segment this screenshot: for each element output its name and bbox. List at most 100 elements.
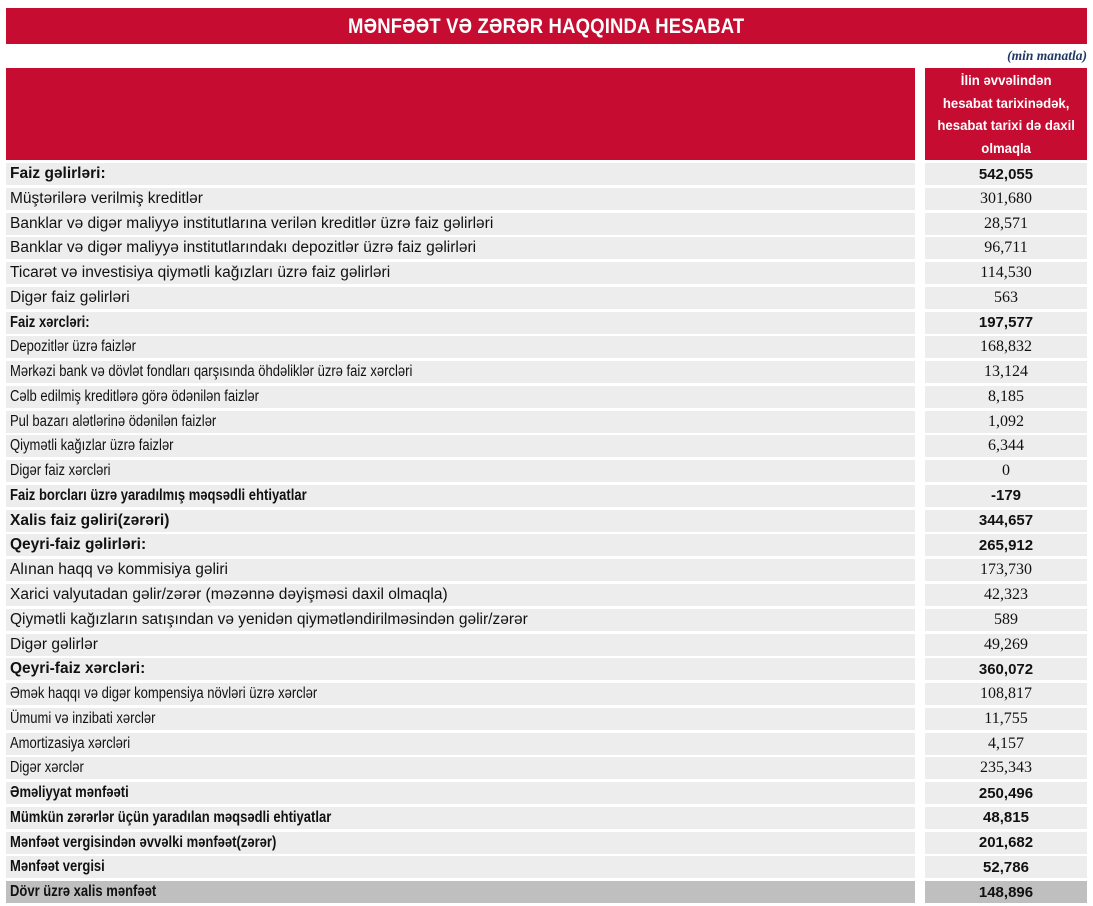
table-row: Müştərilərə verilmiş kreditlər 301,680 [6,187,1087,210]
table-row: Faiz xərcləri: 197,577 [6,311,1087,334]
row-label-text: Faiz xərcləri: [10,313,90,331]
table-row: Qiymətli kağızlar üzrə faizlər 6,344 [6,435,1087,458]
row-label: Dövr üzrə xalis mənfəət [6,881,915,904]
row-value: 42,323 [925,584,1087,607]
row-value: 11,755 [925,707,1087,730]
row-label: Müştərilərə verilmiş kreditlər [6,187,915,210]
table-row: Digər faiz xərcləri 0 [6,460,1087,483]
row-value: 563 [925,286,1087,309]
table-row: Depozitlər üzrə faizlər 168,832 [6,336,1087,359]
row-label: Digər gəlirlər [6,633,915,656]
table-row: Alınan haqq və kommisiya gəliri 173,730 [6,559,1087,582]
page-title: MƏNFƏƏT VƏ ZƏRƏR HAQQINDA HESABAT [348,14,745,38]
table-row: Ümumi və inzibati xərclər 11,755 [6,707,1087,730]
row-value: 173,730 [925,559,1087,582]
row-label-text: Əmək haqqı və digər kompensiya növləri ü… [10,685,318,703]
row-value: 4,157 [925,732,1087,755]
row-label-text: Depozitlər üzrə faizlər [10,338,136,356]
row-value: -179 [925,484,1087,507]
row-value: 168,832 [925,336,1087,359]
table-row: Faiz gəlirləri: 542,055 [6,163,1087,185]
unit-note: (min manatla) [1007,48,1087,63]
table-row: Dövr üzrə xalis mənfəət 148,896 [6,881,1087,904]
row-label-text: Mənfəət vergisindən əvvəlki mənfəət(zərə… [10,833,277,851]
table-row: Əməliyyat mənfəəti 250,496 [6,782,1087,805]
row-label: Digər faiz gəlirləri [6,286,915,309]
table-row: Mərkəzi bank və dövlət fondları qarşısın… [6,361,1087,384]
row-value: 148,896 [925,881,1087,904]
row-label-text: Dövr üzrə xalis mənfəət [10,883,157,901]
row-label: Xarici valyutadan gəlir/zərər (məzənnə d… [6,584,915,607]
row-label-text: Xalis faiz gəliri(zərəri) [10,511,170,529]
row-value: 1,092 [925,410,1087,433]
row-label-text: Mərkəzi bank və dövlət fondları qarşısın… [10,363,413,381]
table-row: Qeyri-faiz gəlirləri: 265,912 [6,534,1087,557]
header-spacer-cell [6,68,915,160]
table-row: Mənfəət vergisi 52,786 [6,856,1087,879]
row-value: 28,571 [925,212,1087,235]
row-value: 52,786 [925,856,1087,879]
row-value: 13,124 [925,361,1087,384]
row-label: Faiz gəlirləri: [6,163,915,185]
table-row: Cəlb edilmiş kreditlərə görə ödənilən fa… [6,385,1087,408]
row-label: Banklar və digər maliyyə institutlarında… [6,237,915,260]
row-label-text: Faiz gəlirləri: [10,165,106,182]
row-label: Ticarət və investisiya qiymətli kağızlar… [6,262,915,285]
row-label-text: Pul bazarı alətlərinə ödənilən faizlər [10,412,217,430]
title-bar: MƏNFƏƏT VƏ ZƏRƏR HAQQINDA HESABAT [6,8,1087,44]
row-label-text: Qeyri-faiz xərcləri: [10,660,146,678]
row-label-text: Qeyri-faiz gəlirləri: [10,536,147,554]
row-label-text: Ticarət və investisiya qiymətli kağızlar… [10,264,391,282]
table-row: Digər xərclər 235,343 [6,757,1087,780]
row-label-text: Qiymətli kağızlar üzrə faizlər [10,437,174,455]
table-row: Banklar və digər maliyyə institutlarına … [6,212,1087,235]
row-value: 360,072 [925,658,1087,681]
row-label-text: Cəlb edilmiş kreditlərə görə ödənilən fa… [10,387,259,405]
table-row: Digər gəlirlər 49,269 [6,633,1087,656]
row-label-text: Ümumi və inzibati xərclər [10,709,156,727]
row-label: Digər faiz xərcləri [6,460,915,483]
row-label: Mənfəət vergisi [6,856,915,879]
row-label-text: Banklar və digər maliyyə institutlarında… [10,239,477,257]
row-label-text: Faiz borcları üzrə yaradılmış məqsədli e… [10,486,307,504]
row-label: Cəlb edilmiş kreditlərə görə ödənilən fa… [6,385,915,408]
table-row: Xarici valyutadan gəlir/zərər (məzənnə d… [6,584,1087,607]
table-row: Banklar və digər maliyyə institutlarında… [6,237,1087,260]
table-row: Amortizasiya xərcləri 4,157 [6,732,1087,755]
row-value: 8,185 [925,385,1087,408]
row-label: Əmək haqqı və digər kompensiya növləri ü… [6,683,915,706]
row-label-text: Mənfəət vergisi [10,858,105,876]
value-column-header-text: İlin əvvəlindən hesabat tarixinədək, hesab… [937,72,1075,156]
row-label-text: Digər xərclər [10,759,84,777]
row-value: 542,055 [925,163,1087,185]
table-row: Əmək haqqı və digər kompensiya növləri ü… [6,683,1087,706]
table-row: Mümkün zərərlər üçün yaradılan məqsədli … [6,806,1087,829]
row-label: Qeyri-faiz gəlirləri: [6,534,915,557]
unit-note-row: (min manatla) [6,44,1087,68]
table-row: Faiz borcları üzrə yaradılmış məqsədli e… [6,484,1087,507]
table-row: Ticarət və investisiya qiymətli kağızlar… [6,262,1087,285]
row-label-text: Banklar və digər maliyyə institutlarına … [10,214,494,232]
row-label: Digər xərclər [6,757,915,780]
row-label-text: Müştərilərə verilmiş kreditlər [10,189,203,207]
table-row: Pul bazarı alətlərinə ödənilən faizlər 1… [6,410,1087,433]
row-value: 114,530 [925,262,1087,285]
row-value: 0 [925,460,1087,483]
row-label: Pul bazarı alətlərinə ödənilən faizlər [6,410,915,433]
row-label-text: Amortizasiya xərcləri [10,734,131,752]
row-value: 250,496 [925,782,1087,805]
table-row: Digər faiz gəlirləri 563 [6,286,1087,309]
row-value: 96,711 [925,237,1087,260]
row-value: 301,680 [925,187,1087,210]
row-label-text: Əməliyyat mənfəəti [10,784,129,802]
row-label: Qeyri-faiz xərcləri: [6,658,915,681]
row-value: 6,344 [925,435,1087,458]
row-label-text: Qiymətli kağızların satışından və yenidə… [10,610,528,628]
row-label: Amortizasiya xərcləri [6,732,915,755]
row-label: Qiymətli kağızlar üzrə faizlər [6,435,915,458]
row-label: Əməliyyat mənfəəti [6,782,915,805]
row-label-text: Digər gəlirlər [10,635,98,653]
row-label: Banklar və digər maliyyə institutlarına … [6,212,915,235]
row-label-text: Mümkün zərərlər üçün yaradılan məqsədli … [10,808,332,826]
table-row: Xalis faiz gəliri(zərəri) 344,657 [6,509,1087,532]
